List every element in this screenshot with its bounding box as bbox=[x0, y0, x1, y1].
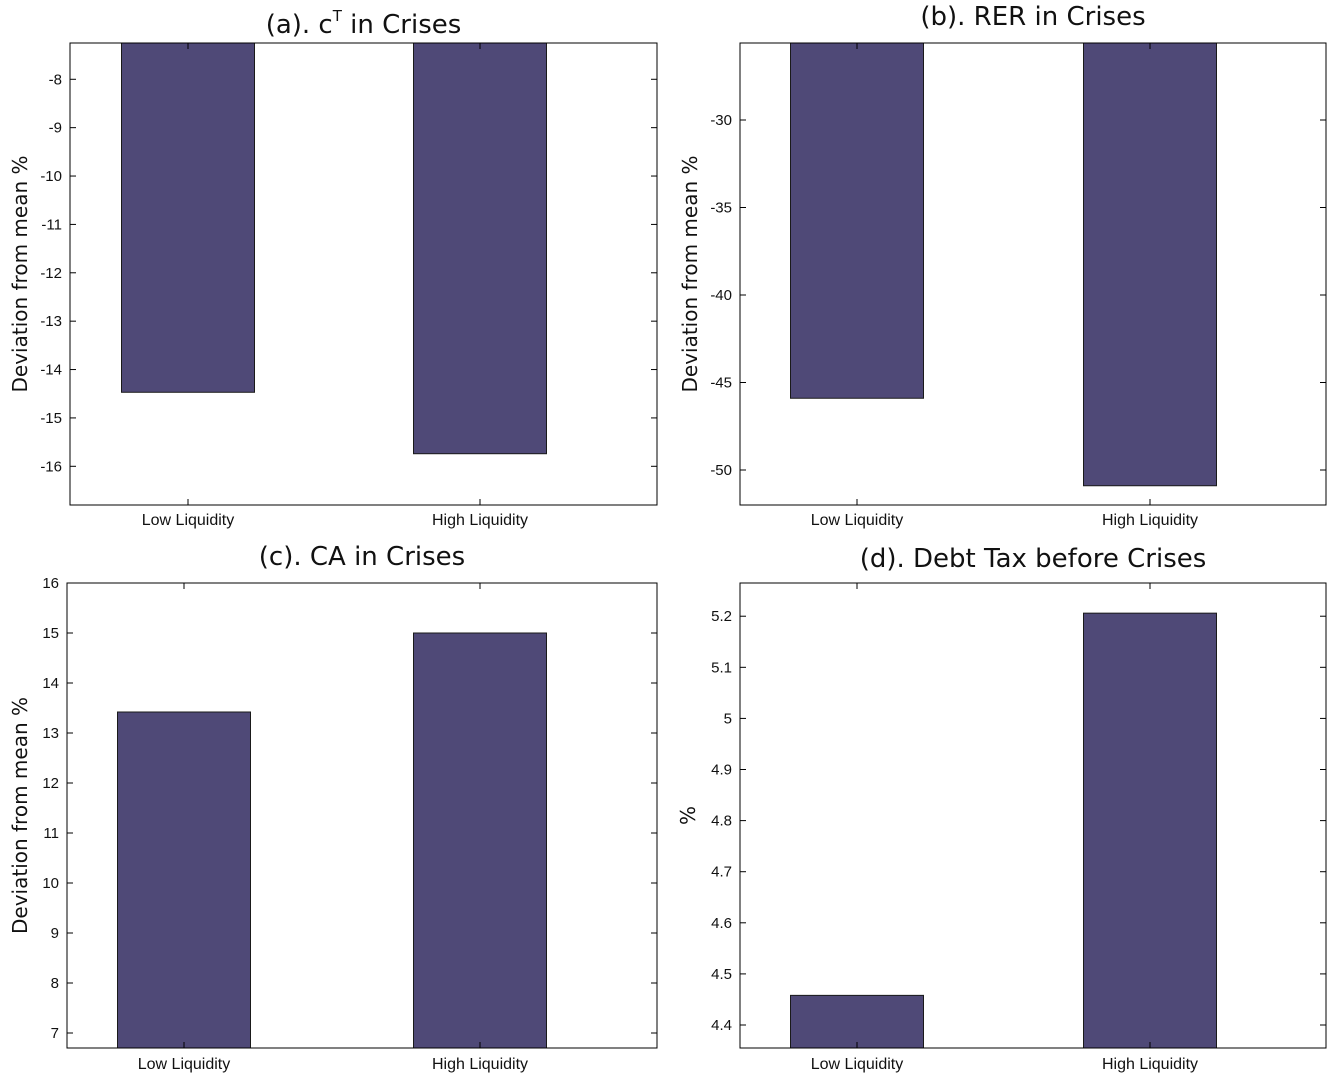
bar-high-liquidity bbox=[413, 42, 547, 455]
y-tick-label: 16 bbox=[42, 575, 59, 592]
y-tick-label: 4.4 bbox=[711, 1017, 732, 1034]
y-tick-label: 9 bbox=[51, 925, 59, 942]
plot-frame bbox=[739, 42, 1327, 506]
y-axis-label: Deviation from mean % bbox=[678, 155, 702, 392]
y-tick-label: -45 bbox=[710, 375, 732, 392]
plot-frame bbox=[66, 582, 658, 1049]
y-tick-label: -30 bbox=[710, 112, 732, 129]
y-tick-label: -40 bbox=[710, 287, 732, 304]
y-tick-label: 4.9 bbox=[711, 762, 732, 779]
x-category-label: Low Liquidity bbox=[811, 1056, 904, 1073]
chart-title: (b). RER in Crises bbox=[920, 2, 1145, 32]
y-axis-label: Deviation from mean % bbox=[8, 697, 32, 934]
y-tick-label: 4.8 bbox=[711, 813, 732, 830]
y-tick-label: -9 bbox=[49, 120, 62, 137]
chart-title: (c). CA in Crises bbox=[259, 542, 465, 572]
y-tick-label: 5.2 bbox=[711, 608, 732, 625]
y-axis-label: % bbox=[676, 806, 700, 825]
chart-title: (a). cT in Crises bbox=[266, 7, 462, 40]
bar-low-liquidity bbox=[790, 994, 924, 1049]
bar-high-liquidity bbox=[413, 632, 547, 1049]
y-tick-label: -16 bbox=[40, 458, 62, 475]
y-tick-label: -11 bbox=[41, 216, 62, 233]
bar-high-liquidity bbox=[1083, 612, 1217, 1049]
y-tick-label: -15 bbox=[40, 410, 62, 427]
title-superscript: T bbox=[332, 7, 343, 25]
y-tick-label: -8 bbox=[49, 71, 62, 88]
chart-panel-2: (b). RER in Crises -50 -45 -40 -35 -30 Low Liq… bbox=[678, 2, 1327, 529]
y-tick-label: 14 bbox=[42, 675, 59, 692]
y-tick-label: 4.6 bbox=[711, 915, 732, 932]
bar-high-liquidity bbox=[1083, 42, 1217, 487]
y-tick-label: 13 bbox=[42, 725, 59, 742]
y-tick-label: 4.5 bbox=[711, 966, 732, 983]
chart-title: (d). Debt Tax before Crises bbox=[860, 544, 1207, 574]
y-tick-label: -50 bbox=[710, 462, 732, 479]
x-category-label: Low Liquidity bbox=[811, 512, 904, 529]
bar-low-liquidity bbox=[121, 42, 255, 393]
x-category-label: High Liquidity bbox=[432, 1056, 528, 1073]
chart-panel-1: (a). cT in Crises -16 -15 -14 -13 -12 -11 -10 -9… bbox=[8, 7, 658, 529]
y-axis-label: Deviation from mean % bbox=[8, 155, 32, 392]
y-tick-label: 5 bbox=[724, 710, 732, 727]
y-tick-label: 10 bbox=[42, 875, 59, 892]
chart-panel-4: (d). Debt Tax before Crises 4.4 4.5 4.6 4.7 4… bbox=[676, 544, 1327, 1073]
x-category-label: Low Liquidity bbox=[138, 1056, 231, 1073]
y-tick-label: -14 bbox=[40, 362, 62, 379]
x-category-label: High Liquidity bbox=[1102, 1056, 1198, 1073]
y-tick-label: 4.7 bbox=[711, 864, 732, 881]
x-category-label: High Liquidity bbox=[1102, 512, 1198, 529]
x-category-label: High Liquidity bbox=[432, 512, 528, 529]
chart-panel-3: (c). CA in Crises 7 8 9 10 11 12 13 14 15 16 Low Li… bbox=[8, 542, 658, 1073]
bar-low-liquidity bbox=[117, 711, 251, 1049]
y-tick-label: 12 bbox=[42, 775, 59, 792]
y-tick-label: -12 bbox=[40, 265, 62, 282]
plot-frame bbox=[69, 42, 658, 506]
y-tick-label: -10 bbox=[40, 168, 62, 185]
title-suffix: in Crises bbox=[342, 10, 461, 40]
y-tick-label: 8 bbox=[51, 975, 59, 992]
y-tick-label: 7 bbox=[51, 1025, 59, 1042]
y-tick-label: 5.1 bbox=[711, 659, 732, 676]
x-category-label: Low Liquidity bbox=[142, 512, 235, 529]
bar-low-liquidity bbox=[790, 42, 924, 399]
y-tick-label: -35 bbox=[710, 200, 732, 217]
y-tick-label: -13 bbox=[40, 313, 62, 330]
y-tick-label: 11 bbox=[43, 825, 59, 842]
plot-frame bbox=[739, 582, 1327, 1049]
y-tick-label: 15 bbox=[42, 625, 59, 642]
